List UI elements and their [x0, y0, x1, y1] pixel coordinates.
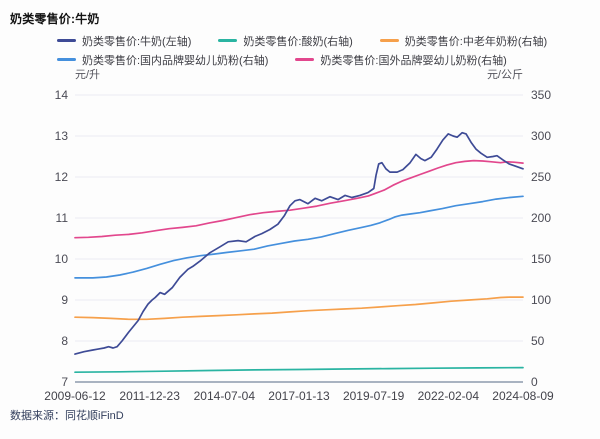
x-axis-tick-label: 2019-07-19: [342, 389, 405, 403]
legend-label: 奶类零售价:中老年奶粉(右轴): [404, 35, 548, 48]
legend-swatch-milk: [57, 39, 76, 42]
legend-item-yogurt[interactable]: 奶类零售价:酸奶(右轴): [218, 33, 353, 49]
right-axis-unit-label: 元/公斤: [486, 69, 523, 81]
right-axis-tick-label: 350: [531, 88, 552, 102]
series-line-elderly-milk-powder: [74, 296, 524, 321]
data-source: 数据来源：同花顺iFinD: [10, 410, 124, 422]
right-axis-tick-label: 250: [531, 170, 552, 184]
legend-row: 奶类零售价:牛奶(左轴) 奶类零售价:酸奶(右轴) 奶类零售价:中老年奶粉(右轴): [57, 31, 577, 50]
legend-item-foreign-infant-formula[interactable]: 奶类零售价:国外品牌婴幼儿奶粉(右轴): [295, 52, 507, 68]
left-axis-tick-label: 12: [54, 170, 68, 184]
legend-row: 奶类零售价:国内品牌婴幼儿奶粉(右轴) 奶类零售价:国外品牌婴幼儿奶粉(右轴): [57, 50, 577, 69]
legend: 奶类零售价:牛奶(左轴) 奶类零售价:酸奶(右轴) 奶类零售价:中老年奶粉(右轴) …: [57, 31, 577, 69]
left-axis-tick-label: 10: [54, 252, 68, 266]
x-axis-tick-label: 2024-08-09: [492, 389, 554, 403]
legend-label: 奶类零售价:牛奶(左轴): [82, 35, 192, 48]
x-axis-tick-label: 2017-01-13: [268, 389, 330, 403]
series-line-milk: [74, 131, 524, 355]
series-line-foreign-infant-formula: [74, 159, 524, 239]
left-axis-tick-label: 8: [61, 334, 68, 348]
series-line-domestic-infant-formula: [74, 195, 524, 279]
left-axis-tick-label: 13: [54, 129, 68, 143]
legend-swatch-yogurt: [218, 39, 238, 42]
chart-title: 奶类零售价:牛奶: [10, 12, 100, 26]
x-axis-tick-label: 2022-02-04: [417, 389, 480, 403]
legend-label: 奶类零售价:国外品牌婴幼儿奶粉(右轴): [320, 54, 507, 67]
left-axis-tick-label: 9: [61, 293, 68, 307]
x-axis-tick-label: 2009-06-12: [44, 389, 106, 403]
legend-item-elderly-milk-powder[interactable]: 奶类零售价:中老年奶粉(右轴): [379, 33, 548, 49]
right-axis-tick-label: 200: [531, 211, 552, 225]
legend-item-domestic-infant-formula[interactable]: 奶类零售价:国内品牌婴幼儿奶粉(右轴): [57, 52, 268, 68]
right-axis-tick-label: 300: [531, 129, 552, 143]
left-axis-tick-label: 11: [55, 211, 68, 225]
series-line-yogurt: [74, 366, 524, 374]
legend-swatch-domestic-infant-formula: [57, 58, 76, 61]
legend-label: 奶类零售价:酸奶(右轴): [243, 35, 353, 48]
right-axis-tick-label: 100: [531, 293, 552, 307]
right-axis-tick-label: 50: [531, 334, 545, 348]
legend-label: 奶类零售价:国内品牌婴幼儿奶粉(右轴): [82, 54, 269, 67]
left-axis-tick-label: 7: [61, 375, 68, 389]
right-axis-tick-label: 150: [531, 252, 552, 266]
legend-swatch-foreign-infant-formula: [295, 58, 315, 61]
legend-swatch-elderly-milk-powder: [379, 39, 399, 42]
left-axis-unit-label: 元/升: [75, 69, 101, 81]
x-axis-tick-label: 2011-12-23: [119, 389, 180, 403]
right-axis-tick-label: 0: [531, 375, 538, 389]
x-axis-tick-label: 2014-07-04: [193, 389, 256, 403]
legend-item-milk[interactable]: 奶类零售价:牛奶(左轴): [57, 33, 191, 49]
left-axis-tick-label: 14: [54, 88, 68, 102]
